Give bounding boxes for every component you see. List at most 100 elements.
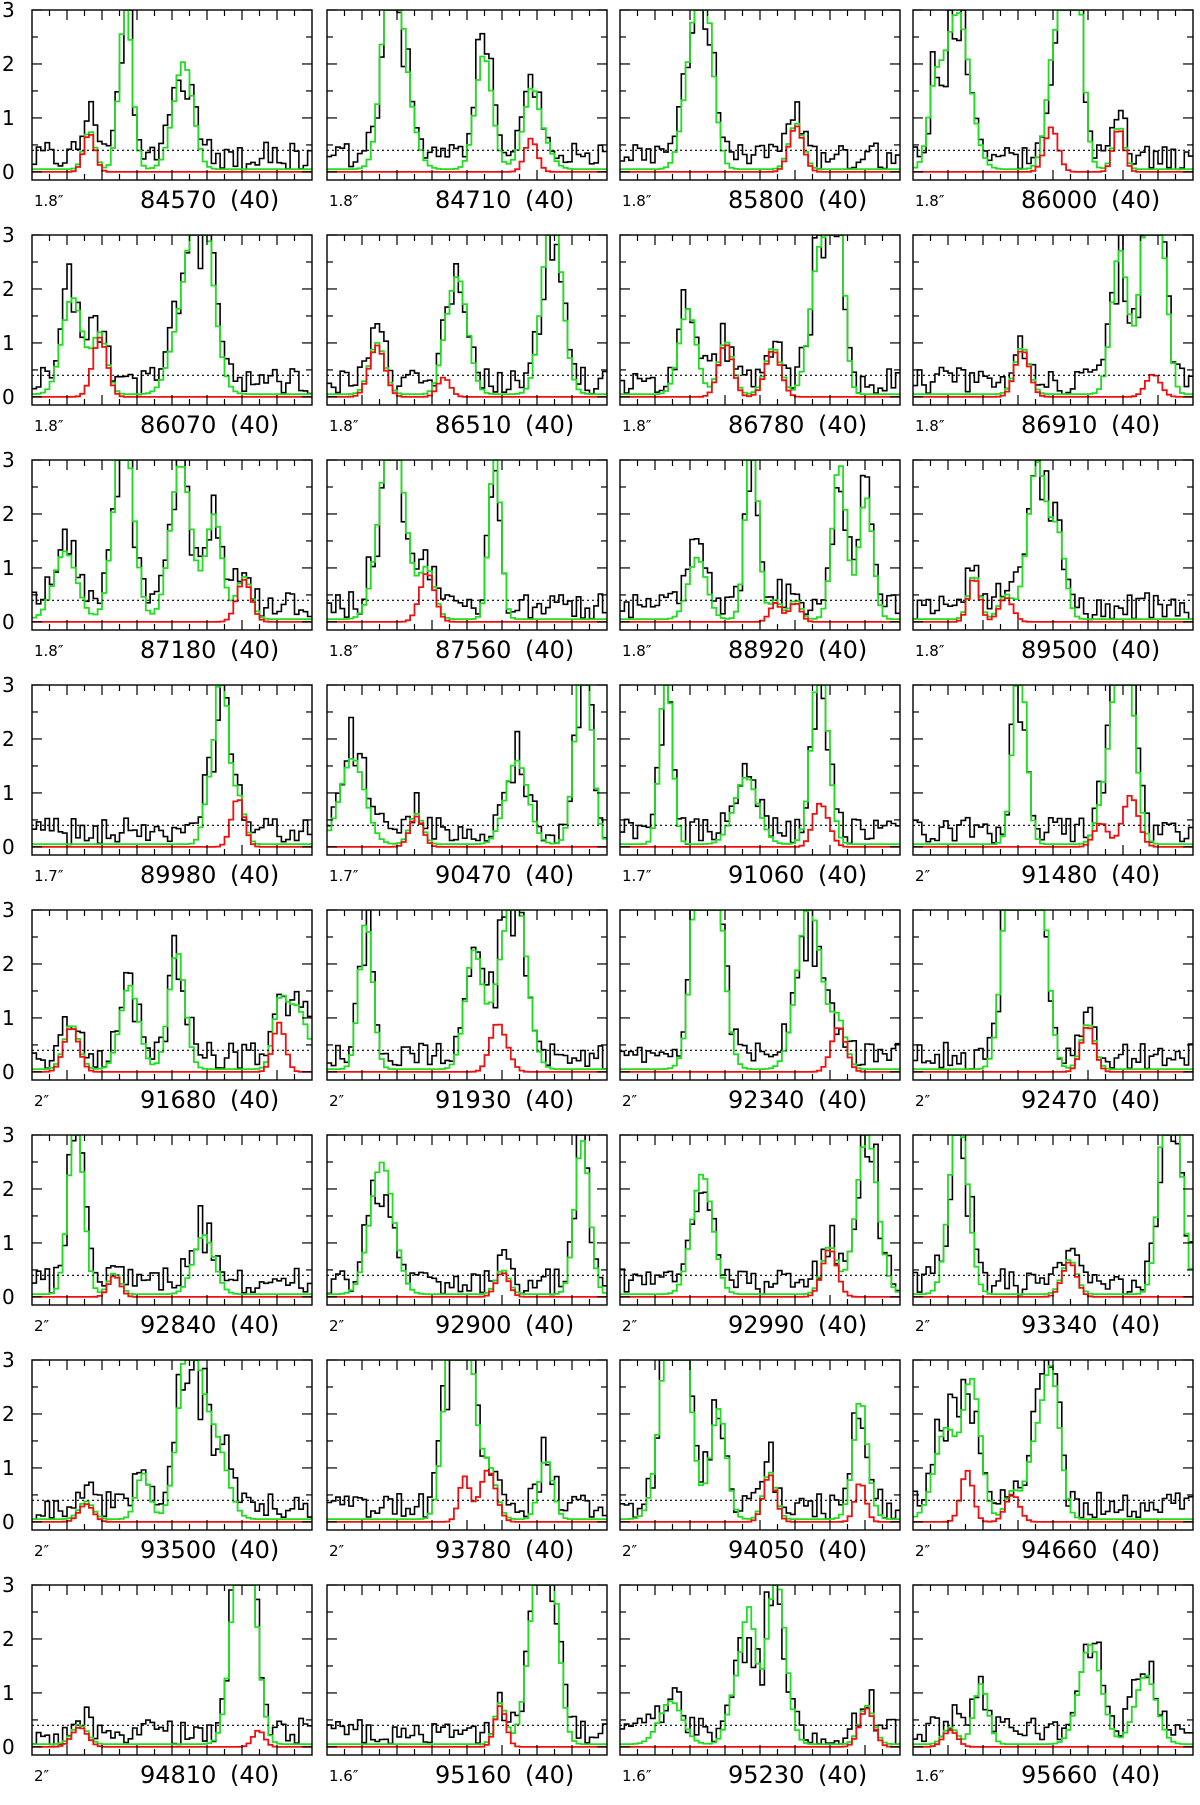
model-total-spectrum xyxy=(913,461,1193,621)
observed-spectrum xyxy=(32,460,312,618)
model-total-spectrum xyxy=(620,685,900,846)
frequency-label: 92840 xyxy=(140,1311,216,1339)
spectrum-panel-93500: 0 1 2 3 2″ 93500 (40) xyxy=(2,1348,313,1564)
frequency-label: 92340 xyxy=(728,1086,804,1114)
model-component-spectrum xyxy=(620,602,900,623)
weight-label: (40) xyxy=(525,1536,574,1564)
y-tick-label: 0 xyxy=(2,835,15,859)
beam-size-label: 2″ xyxy=(34,1092,50,1110)
observed-spectrum xyxy=(327,1360,607,1518)
spectrum-panel-92900: 2″ 92900 (40) xyxy=(326,1134,608,1339)
weight-label: (40) xyxy=(525,1761,574,1789)
weight-label: (40) xyxy=(1111,1536,1160,1564)
beam-size-label: 1.7″ xyxy=(329,867,359,885)
y-tick-label: 3 xyxy=(2,898,15,922)
model-component-spectrum xyxy=(620,802,900,848)
spectrum-panel-94810: 0 1 2 3 2″ 94810 (40) xyxy=(2,1573,313,1789)
beam-size-label: 2″ xyxy=(915,1092,931,1110)
model-total-spectrum xyxy=(327,10,607,171)
beam-size-label: 1.8″ xyxy=(34,642,64,660)
weight-label: (40) xyxy=(525,1311,574,1339)
model-total-spectrum xyxy=(327,1585,607,1746)
model-total-spectrum xyxy=(327,1360,607,1521)
model-total-spectrum xyxy=(913,1644,1193,1746)
model-component-spectrum xyxy=(32,1503,312,1523)
frequency-label: 94810 xyxy=(140,1761,216,1789)
spectrum-panel-86780: 1.8″ 86780 (40) xyxy=(619,234,901,439)
weight-label: (40) xyxy=(230,1536,279,1564)
beam-size-label: 1.8″ xyxy=(622,192,652,210)
frequency-label: 89980 xyxy=(140,861,216,889)
model-component-spectrum xyxy=(913,579,1193,623)
spectrum-panel-91930: 2″ 91930 (40) xyxy=(326,909,608,1114)
beam-size-label: 2″ xyxy=(622,1092,638,1110)
observed-spectrum xyxy=(913,10,1193,171)
y-tick-label: 1 xyxy=(2,1456,15,1480)
beam-size-label: 1.8″ xyxy=(622,417,652,435)
spectrum-panel-91680: 0 1 2 3 2″ 91680 (40) xyxy=(2,898,313,1114)
model-component-spectrum xyxy=(620,125,900,173)
frequency-label: 91680 xyxy=(140,1086,216,1114)
observed-spectrum xyxy=(327,460,607,620)
weight-label: (40) xyxy=(230,1761,279,1789)
model-total-spectrum xyxy=(32,1360,312,1521)
beam-size-label: 1.8″ xyxy=(915,192,945,210)
weight-label: (40) xyxy=(818,411,867,439)
y-tick-label: 3 xyxy=(2,223,15,247)
observed-spectrum xyxy=(327,1585,607,1745)
spectrum-panel-87560: 1.8″ 87560 (40) xyxy=(326,459,608,664)
weight-label: (40) xyxy=(1111,1761,1160,1789)
model-component-spectrum xyxy=(620,1474,900,1523)
y-tick-label: 1 xyxy=(2,1231,15,1255)
observed-spectrum xyxy=(913,460,1193,621)
beam-size-label: 2″ xyxy=(329,1092,345,1110)
model-total-spectrum xyxy=(913,685,1193,846)
frequency-label: 93780 xyxy=(435,1536,511,1564)
y-tick-label: 1 xyxy=(2,1681,15,1705)
panel-frame xyxy=(912,684,1194,856)
frequency-label: 93500 xyxy=(140,1536,216,1564)
observed-spectrum xyxy=(32,685,312,846)
y-tick-label: 3 xyxy=(2,448,15,472)
model-total-spectrum xyxy=(32,460,312,621)
weight-label: (40) xyxy=(230,1086,279,1114)
y-tick-label: 0 xyxy=(2,610,15,634)
y-tick-label: 1 xyxy=(2,331,15,355)
spectrum-panel-95230: 1.6″ 95230 (40) xyxy=(619,1584,901,1789)
spectrum-panel-94660: 2″ 94660 (40) xyxy=(912,1359,1194,1564)
panel-frame xyxy=(619,684,901,856)
weight-label: (40) xyxy=(525,1086,574,1114)
y-tick-label: 0 xyxy=(2,385,15,409)
observed-spectrum xyxy=(620,235,900,394)
y-tick-label: 3 xyxy=(2,1573,15,1597)
beam-size-label: 1.7″ xyxy=(622,867,652,885)
weight-label: (40) xyxy=(230,636,279,664)
frequency-label: 86070 xyxy=(140,411,216,439)
y-tick-label: 1 xyxy=(2,106,15,130)
observed-spectrum xyxy=(913,1135,1193,1296)
beam-size-label: 2″ xyxy=(622,1542,638,1560)
model-component-spectrum xyxy=(327,1023,607,1073)
frequency-label: 86780 xyxy=(728,411,804,439)
observed-spectrum xyxy=(913,1641,1193,1743)
weight-label: (40) xyxy=(525,411,574,439)
panel-frame xyxy=(619,909,901,1081)
y-tick-label: 3 xyxy=(2,673,15,697)
observed-spectrum xyxy=(32,10,312,171)
y-tick-label: 3 xyxy=(2,1348,15,1372)
observed-spectrum xyxy=(327,685,607,844)
frequency-label: 95660 xyxy=(1021,1761,1097,1789)
model-total-spectrum xyxy=(327,910,607,1071)
weight-label: (40) xyxy=(1111,1086,1160,1114)
model-component-spectrum xyxy=(32,336,312,398)
observed-spectrum xyxy=(913,685,1193,844)
frequency-label: 87180 xyxy=(140,636,216,664)
spectrum-panel-92840: 0 1 2 3 2″ 92840 (40) xyxy=(2,1123,313,1339)
weight-label: (40) xyxy=(818,1086,867,1114)
beam-size-label: 1.6″ xyxy=(915,1767,945,1785)
y-tick-label: 1 xyxy=(2,781,15,805)
weight-label: (40) xyxy=(525,636,574,664)
model-total-spectrum xyxy=(913,10,1193,171)
model-component-spectrum xyxy=(32,134,312,173)
weight-label: (40) xyxy=(818,636,867,664)
